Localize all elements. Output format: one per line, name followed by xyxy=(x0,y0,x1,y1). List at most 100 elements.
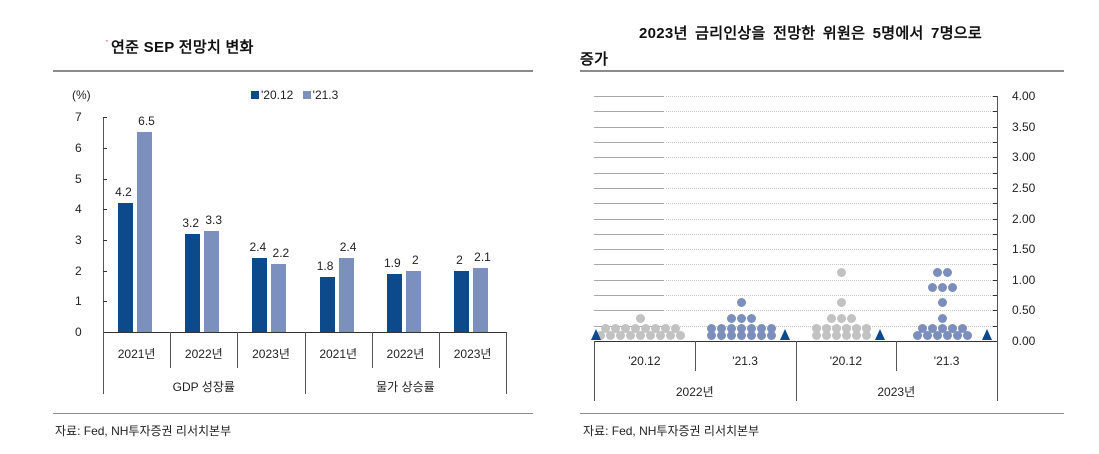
y-tick-label: 3.50 xyxy=(1012,119,1036,134)
bar-213 xyxy=(204,230,220,332)
dot-marker xyxy=(645,331,655,340)
y-tick-mark xyxy=(993,233,997,235)
y-tick-mark xyxy=(993,141,997,143)
gridline-dotted xyxy=(666,172,995,174)
category-group-label: 물가 상승률 xyxy=(376,380,435,394)
dot-marker xyxy=(948,324,958,333)
bar-value-label: 2.2 xyxy=(272,246,290,261)
dot-marker xyxy=(630,324,640,333)
dot-marker xyxy=(938,282,948,292)
category-group-label: 2023년 xyxy=(877,385,916,399)
gridline-solid xyxy=(594,96,664,97)
gridline-solid xyxy=(594,172,664,174)
dot-marker xyxy=(625,331,635,340)
category-label: '20.12 xyxy=(829,354,863,368)
bar-213 xyxy=(137,132,152,332)
dot-marker xyxy=(852,324,862,333)
y-tick-mark xyxy=(993,325,997,327)
right-footer-divider xyxy=(580,413,1064,414)
bar-value-label: 2.4 xyxy=(249,240,267,255)
y-tick-label: 6 xyxy=(75,140,82,155)
category-label: 2022년 xyxy=(386,347,425,361)
left-x-axis xyxy=(103,332,506,333)
gridline-solid xyxy=(594,141,664,143)
dot-marker xyxy=(938,298,948,308)
dot-marker xyxy=(756,324,766,333)
gridline-solid xyxy=(594,264,664,266)
gridline-dotted xyxy=(666,279,995,281)
y-tick-label: 5 xyxy=(75,171,82,186)
bar-value-label: 1.8 xyxy=(316,258,334,273)
legend-label: '21.3 xyxy=(312,88,339,102)
legend-item-213: '21.3 xyxy=(302,88,339,102)
bar-value-label: 2 xyxy=(411,252,419,267)
y-tick-mark xyxy=(993,187,997,189)
y-tick-mark xyxy=(993,295,997,297)
dot-marker xyxy=(958,324,968,333)
dot-marker xyxy=(943,331,953,340)
legend-swatch-dark-icon xyxy=(251,91,259,99)
y-tick-mark xyxy=(993,310,997,312)
bar-2012 xyxy=(118,203,133,332)
dot-marker xyxy=(620,324,630,333)
gridline-dotted xyxy=(666,157,995,159)
y-tick-label: 4 xyxy=(75,202,82,217)
dot-marker xyxy=(706,331,716,340)
y-tick-mark xyxy=(103,178,107,180)
legend-label: '20.12 xyxy=(261,88,294,102)
dot-marker xyxy=(736,313,746,323)
dot-marker xyxy=(847,313,857,323)
dot-marker xyxy=(933,267,943,277)
gridline-solid xyxy=(594,126,664,128)
y-tick-label: 2.00 xyxy=(1012,211,1036,226)
dot-marker xyxy=(923,331,933,340)
dot-marker xyxy=(938,324,948,333)
dot-marker xyxy=(600,324,610,333)
gridline-dotted xyxy=(666,264,995,266)
left-title-divider xyxy=(53,70,533,72)
dot-marker xyxy=(862,331,872,340)
gridline-solid xyxy=(594,310,664,312)
dot-marker xyxy=(832,324,842,333)
dot-marker xyxy=(852,331,862,340)
dot-marker xyxy=(948,282,958,292)
dot-marker xyxy=(610,324,620,333)
category-label: 2021년 xyxy=(319,347,358,361)
bar-213 xyxy=(338,258,354,332)
bar-213 xyxy=(271,264,287,332)
dot-marker xyxy=(832,331,842,340)
dot-marker xyxy=(716,331,726,340)
bar-213 xyxy=(405,270,421,332)
bar-2012 xyxy=(386,273,402,332)
dot-marker xyxy=(635,331,645,340)
category-divider xyxy=(170,332,172,368)
dot-marker xyxy=(837,267,847,277)
bar-value-label: 2 xyxy=(456,252,463,267)
bar-value-label: 2.4 xyxy=(339,240,357,255)
dot-marker xyxy=(746,331,756,340)
y-tick-label: 7 xyxy=(75,110,82,125)
dot-marker xyxy=(928,282,938,292)
bar-2012 xyxy=(319,276,335,332)
category-group-label: GDP 성장률 xyxy=(172,380,235,394)
median-triangle-icon xyxy=(591,329,601,340)
category-divider xyxy=(439,332,440,368)
right-title-divider xyxy=(580,70,1064,72)
category-divider xyxy=(506,332,508,394)
right-source-note: 자료: Fed, NH투자증권 리서치본부 xyxy=(583,424,760,438)
bar-2012 xyxy=(454,270,469,332)
left-y-axis xyxy=(103,117,104,333)
gridline-dotted xyxy=(666,141,995,143)
gridline-solid xyxy=(594,249,664,251)
bar-2012 xyxy=(185,233,201,332)
dot-marker xyxy=(635,313,645,323)
gridline-solid xyxy=(594,218,664,220)
dot-marker xyxy=(812,324,822,333)
category-divider xyxy=(371,332,373,368)
left-legend: '20.12 '21.3 xyxy=(251,88,338,102)
gridline-dotted xyxy=(666,111,995,113)
dot-marker xyxy=(943,267,953,277)
y-tick-label: 0 xyxy=(75,325,82,339)
category-divider xyxy=(896,341,898,371)
dot-marker xyxy=(837,298,847,308)
